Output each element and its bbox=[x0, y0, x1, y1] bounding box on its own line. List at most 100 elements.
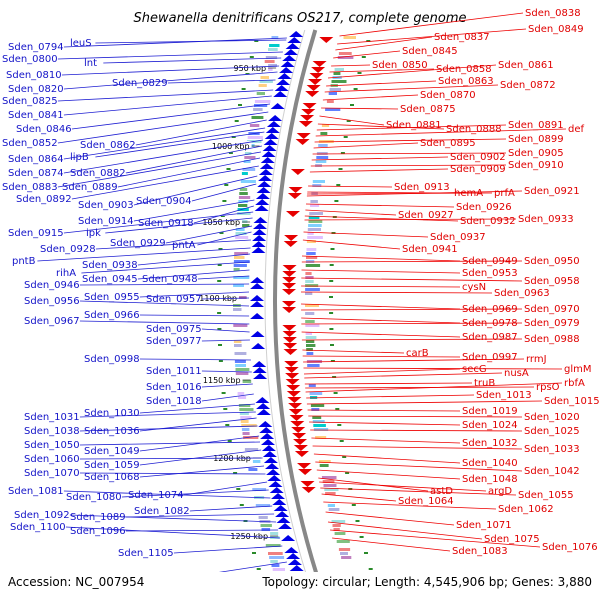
tick-mark bbox=[353, 88, 358, 90]
inner-feature-block bbox=[233, 340, 242, 343]
reverse-gene-mark bbox=[282, 55, 297, 61]
leader-line-right bbox=[316, 469, 461, 480]
reverse-gene-mark bbox=[262, 451, 277, 457]
tick-mark bbox=[339, 440, 344, 442]
outer-feature-block bbox=[340, 552, 348, 555]
inner-feature-block bbox=[258, 84, 267, 87]
leader-line-left bbox=[167, 79, 276, 84]
forward-gene-mark bbox=[283, 349, 298, 355]
gene-label-right: hemA bbox=[454, 188, 483, 199]
reverse-gene-mark bbox=[285, 43, 300, 49]
leader-line-right bbox=[305, 203, 455, 208]
gene-label-left: Sden_1096 bbox=[70, 526, 126, 537]
reverse-gene-mark bbox=[277, 73, 292, 79]
leader-line-left bbox=[201, 339, 250, 342]
outer-feature-block bbox=[312, 180, 325, 183]
reverse-gene-mark bbox=[276, 517, 291, 523]
inner-feature-block bbox=[261, 528, 271, 531]
gene-label-right: Sden_0941 bbox=[402, 244, 458, 255]
forward-gene-mark bbox=[282, 325, 297, 331]
gene-label-right: Sden_0950 bbox=[524, 256, 580, 267]
leader-line-right bbox=[331, 64, 371, 67]
gene-label-right: astD bbox=[430, 486, 453, 497]
leader-line-left bbox=[139, 358, 251, 361]
reverse-gene-mark bbox=[267, 475, 282, 481]
outer-feature-block bbox=[306, 348, 313, 351]
leader-line-left bbox=[139, 403, 255, 414]
tick-mark bbox=[221, 392, 226, 394]
gene-label-right: Sden_1071 bbox=[456, 520, 512, 531]
gene-label-right: Sden_0872 bbox=[500, 80, 556, 91]
leader-line-left bbox=[193, 205, 254, 224]
outer-feature-block bbox=[307, 228, 321, 231]
leader-line-left bbox=[79, 320, 250, 325]
gene-label-left: Sden_0892 bbox=[16, 194, 72, 205]
forward-gene-mark bbox=[283, 241, 298, 247]
gene-label-left: Sden_0977 bbox=[146, 336, 202, 347]
gene-label-right: Sden_1024 bbox=[462, 420, 518, 431]
inner-feature-block bbox=[235, 228, 245, 231]
outer-feature-block bbox=[305, 312, 315, 315]
leader-line-left bbox=[63, 71, 278, 90]
outer-feature-block bbox=[305, 332, 312, 335]
gene-label-right: Sden_0875 bbox=[400, 104, 456, 115]
kbp-label-bg bbox=[224, 63, 269, 73]
reverse-gene-mark bbox=[286, 553, 301, 559]
leader-line-left bbox=[63, 139, 263, 174]
leader-line-right bbox=[301, 322, 523, 325]
leader-line-right bbox=[301, 277, 523, 282]
inner-feature-block bbox=[244, 152, 252, 155]
inner-feature-block bbox=[259, 80, 273, 83]
leader-line-right bbox=[311, 437, 461, 444]
tick-mark bbox=[340, 152, 345, 154]
forward-gene-mark bbox=[300, 115, 315, 121]
inner-feature-block bbox=[242, 168, 256, 171]
tick-mark bbox=[333, 392, 338, 394]
leader-line-right bbox=[316, 124, 507, 131]
reverse-gene-mark bbox=[256, 187, 271, 193]
kbp-tick-label: 1150 kbp bbox=[203, 376, 241, 385]
leader-line-right bbox=[312, 152, 507, 155]
inner-feature-block bbox=[253, 108, 263, 111]
tick-mark bbox=[366, 40, 371, 42]
gene-label-right: Sden_0958 bbox=[524, 276, 580, 287]
leader-line-right bbox=[330, 529, 541, 548]
gene-label-left: Sden_0945 bbox=[82, 274, 138, 285]
reverse-gene-mark bbox=[280, 61, 295, 67]
gene-label-left: Sden_0800 bbox=[2, 54, 58, 65]
leader-line-right bbox=[306, 190, 523, 197]
leader-line-left bbox=[189, 505, 273, 512]
gene-label-left: Sden_1080 bbox=[66, 492, 122, 503]
outer-feature-block bbox=[310, 204, 320, 207]
outer-feature-block bbox=[307, 232, 314, 235]
reverse-gene-mark bbox=[250, 331, 265, 337]
reverse-gene-mark bbox=[281, 535, 296, 541]
gene-label-right: Sden_1048 bbox=[462, 474, 518, 485]
gene-label-right: Sden_0933 bbox=[518, 214, 574, 225]
inner-feature-block bbox=[272, 568, 285, 571]
leader-line-right bbox=[305, 209, 397, 216]
gene-label-right: Sden_0910 bbox=[508, 160, 564, 171]
forward-gene-mark bbox=[284, 361, 299, 367]
backbone-ring bbox=[273, 29, 319, 576]
forward-gene-mark bbox=[309, 73, 324, 79]
leader-line-left bbox=[137, 269, 250, 280]
inner-feature-block bbox=[233, 296, 247, 299]
outer-feature-block bbox=[333, 72, 341, 75]
outer-feature-block bbox=[332, 524, 341, 527]
gene-label-right: rpsO bbox=[536, 382, 560, 393]
outer-feature-block bbox=[341, 556, 352, 559]
gene-label-left: Sden_1068 bbox=[84, 472, 140, 483]
outer-feature-block bbox=[334, 68, 344, 71]
inner-feature-block bbox=[270, 560, 278, 563]
inner-feature-block bbox=[239, 412, 249, 415]
gene-label-left: lnt bbox=[84, 58, 97, 69]
reverse-gene-mark bbox=[255, 397, 270, 403]
gene-label-right: Sden_0963 bbox=[494, 288, 550, 299]
reverse-gene-mark bbox=[272, 499, 287, 505]
outer-feature-block bbox=[307, 364, 320, 367]
tick-mark bbox=[234, 120, 239, 122]
forward-gene-mark bbox=[308, 79, 323, 85]
leader-line-left bbox=[57, 89, 274, 102]
